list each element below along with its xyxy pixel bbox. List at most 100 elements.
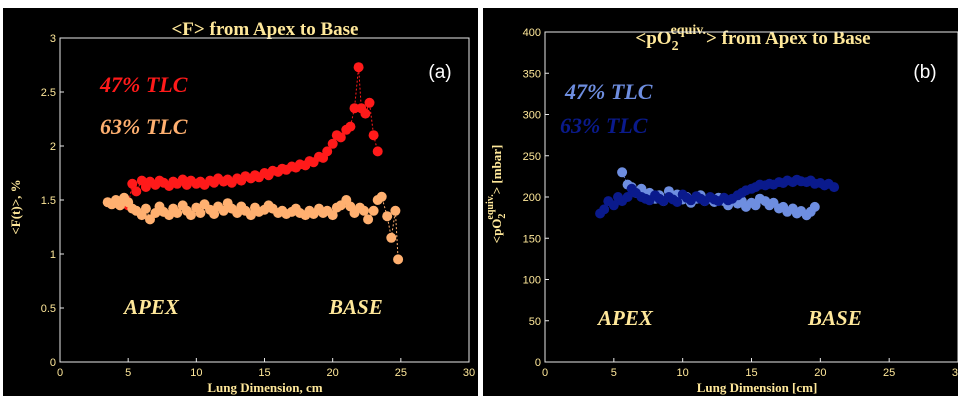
chart-a-series-0-point — [364, 97, 375, 108]
chart-b-xlabel: Lung Dimension [cm] — [697, 380, 818, 395]
chart-b-series-1 — [595, 174, 840, 219]
chart-a-series-1-point — [376, 191, 387, 202]
chart-a-x-tick-label: 25 — [395, 367, 407, 379]
chart-a-legend-63: 63% TLC — [100, 114, 188, 139]
chart-b-x-tick-label: 5 — [611, 367, 617, 379]
chart-a-series-1 — [102, 191, 404, 265]
chart-b-title: <pO2equiv.> from Apex to Base — [635, 23, 870, 54]
chart-a-svg: <F> from Apex to Base (a) 0 5 10 15 20 25 3000… — [8, 19, 475, 395]
chart-a-x-tick-label: 0 — [57, 367, 63, 379]
chart-a-series-1-point — [140, 203, 151, 214]
chart-a-series-1-point — [393, 254, 404, 265]
chart-b-svg: <pO2equiv.> from Apex to Base (b) 0 5 10 15… — [485, 23, 958, 395]
chart-b-panel-label: (b) — [913, 62, 936, 83]
chart-a-y-tick-label: 3 — [50, 33, 56, 45]
chart-a-series-1-point — [185, 210, 196, 221]
chart-a-ylabel: <F(t)>, % — [8, 179, 23, 234]
chart-b-y-tick-label: 0 — [535, 357, 541, 369]
chart-a-series-0-point — [131, 186, 142, 197]
chart-a-y-tick-label: 2.5 — [41, 87, 56, 99]
chart-a-title: <F> from Apex to Base — [171, 19, 358, 40]
chart-a-series-0-point — [360, 108, 371, 119]
chart-a-series-0 — [123, 62, 383, 211]
chart-b-legend-47: 47% TLC — [564, 79, 653, 104]
chart-a-y-tick-label: 0.5 — [41, 303, 56, 315]
chart-a-series-0-point — [368, 130, 379, 141]
chart-b-region-apex: APEX — [596, 306, 654, 330]
chart-a-series-0-point — [372, 146, 383, 157]
chart-a-region-base: BASE — [328, 295, 383, 319]
chart-a-series-0-point — [345, 121, 356, 132]
chart-b-ylabel: <pO2equiv.> [mbar] — [485, 145, 508, 244]
chart-a-series-1-point — [245, 210, 256, 221]
chart-panel-b: <pO2equiv.> from Apex to Base (b) 0 5 10 15… — [483, 8, 958, 396]
chart-b-series-0-point — [617, 167, 628, 178]
chart-a-series-1-point — [209, 209, 220, 219]
chart-b-title-sup: equiv. — [671, 23, 706, 38]
chart-b-y-tick-label: 400 — [523, 27, 541, 39]
chart-b-series-0-point — [809, 201, 820, 212]
chart-panel-a: <F> from Apex to Base (a) 0 5 10 15 20 25 30 0 0… — [3, 8, 478, 396]
chart-b-legend-63: 63% TLC — [560, 113, 648, 138]
chart-a-series-1-point — [359, 205, 369, 216]
chart-a-series-1-point — [195, 208, 206, 218]
chart-b-ylabel-pre: <pO — [489, 219, 504, 244]
chart-b-y-tick-label: 300 — [523, 110, 541, 122]
chart-b-y-tick-label: 350 — [523, 68, 541, 80]
chart-b-region-base: BASE — [807, 306, 862, 330]
chart-a-x-tick-label: 20 — [327, 367, 339, 379]
chart-a-panel-label: (a) — [428, 62, 451, 83]
chart-a-series-0-point — [353, 62, 364, 73]
chart-a-points — [102, 62, 404, 265]
chart-b-title-post: > from Apex to Base — [706, 28, 871, 49]
chart-b-x-tick-label: 30 — [952, 367, 958, 379]
chart-a-series-1-point — [115, 200, 125, 211]
chart-b-series-1-point — [599, 204, 610, 215]
chart-a-series-0-point — [322, 146, 333, 157]
chart-a-series-0-point — [335, 132, 346, 143]
chart-a-series-1-point — [382, 211, 393, 222]
chart-b-x-tick-label: 25 — [883, 367, 895, 379]
chart-b-y-tick-label: 250 — [523, 151, 541, 163]
chart-b-ylabel-sub: 2 — [497, 214, 508, 219]
chart-b-x-tick-label: 15 — [745, 367, 757, 379]
chart-a-x-tick-label: 30 — [463, 367, 475, 379]
chart-a-xlabel: Lung Dimension, cm — [207, 380, 322, 395]
chart-b-ylabel-post: > [mbar] — [489, 145, 504, 195]
chart-a-x-tick-label: 15 — [258, 367, 270, 379]
chart-b-title-pre: <pO — [635, 28, 671, 49]
chart-b-series-1-point — [672, 197, 683, 207]
chart-a-x-tick-label: 5 — [125, 367, 131, 379]
chart-b-series-1-point — [622, 192, 633, 202]
chart-a-y-tick-label: 1.5 — [41, 195, 56, 207]
chart-b-x-tick-label: 10 — [677, 367, 689, 379]
chart-b-y-tick-label: 200 — [523, 192, 541, 204]
chart-a-series-1-point — [327, 210, 338, 221]
chart-a-series-0-point — [127, 178, 138, 189]
chart-b-x-tick-label: 0 — [542, 367, 548, 379]
chart-b-y-tick-label: 50 — [529, 316, 541, 328]
chart-a-x-tick-label: 10 — [190, 367, 202, 379]
chart-b-series-0 — [617, 167, 820, 221]
chart-a-y-tick-label: 2 — [50, 141, 56, 153]
chart-b-axes: 051015202530050100150200250300350400 — [523, 27, 958, 379]
chart-b-title-sub: 2 — [672, 39, 679, 54]
chart-b-ylabel-sup: equiv. — [485, 194, 496, 220]
chart-a-series-1-point — [386, 232, 397, 243]
chart-a-y-tick-label: 0 — [50, 357, 56, 369]
chart-b-points — [595, 167, 840, 221]
chart-a-legend-47: 47% TLC — [99, 72, 188, 97]
chart-b-y-tick-label: 150 — [523, 233, 541, 245]
chart-b-series-1-point — [608, 200, 619, 211]
chart-b-series-1-point — [829, 182, 840, 193]
chart-a-series-1-point — [363, 214, 374, 225]
chart-a-axes: 0 5 10 15 20 25 30 0 0.5 1 1.5 2 2.5 3 — [41, 33, 475, 379]
chart-a-series-1-point — [172, 208, 183, 218]
chart-a-series-1-point — [218, 205, 229, 216]
chart-a-y-tick-label: 1 — [50, 249, 56, 261]
chart-a-series-1-point — [390, 205, 401, 216]
chart-a-series-0-point — [327, 138, 338, 149]
chart-a-region-apex: APEX — [122, 295, 180, 319]
chart-b-y-tick-label: 100 — [523, 275, 541, 287]
chart-a-series-1-point — [368, 205, 379, 216]
